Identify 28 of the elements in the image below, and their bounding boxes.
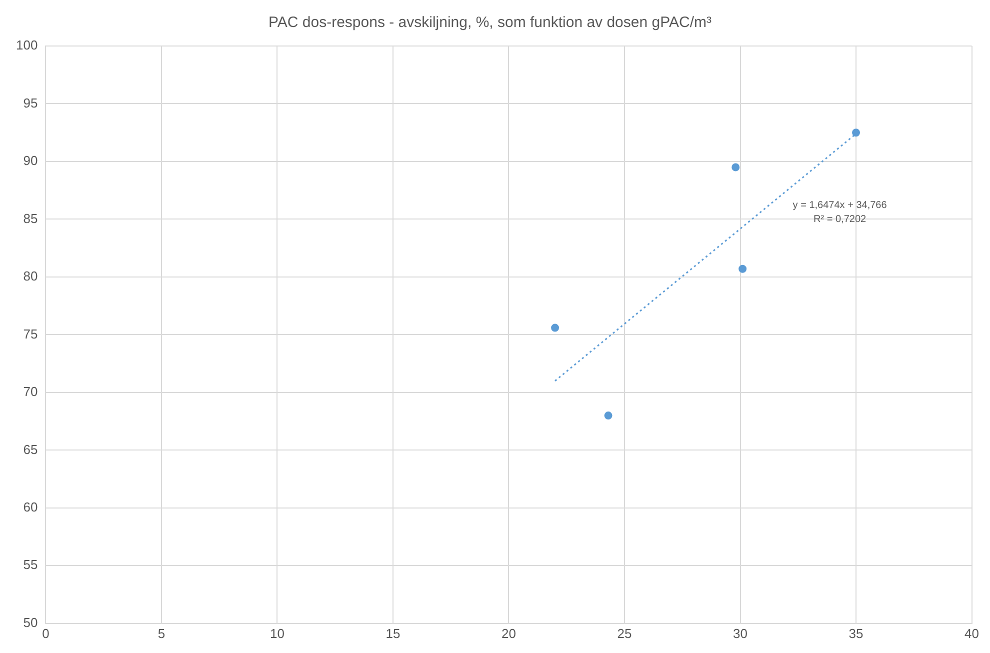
annotation: R² = 0,7202 [814,214,866,226]
x-tick-label: 10 [270,626,284,641]
y-tick-label: 100 [16,38,38,53]
x-tick-label: 20 [501,626,516,641]
x-tick-label: 35 [848,626,864,641]
chart-title: PAC dos-respons - avskiljning, %, som funktion av dosen gPAC/m³ [268,14,712,32]
x-tick-label: 5 [158,626,166,641]
y-tick-label: 85 [23,210,38,226]
x-tick-label: 30 [733,626,748,641]
y-tick-label: 75 [23,326,38,342]
y-tick-label: 65 [23,442,38,457]
y-tick-label: 90 [23,153,38,168]
point [852,128,860,137]
point [738,264,747,273]
y-tick-label: 80 [23,268,38,284]
y-tick-label: 95 [23,95,38,110]
point [732,163,740,172]
y-tick-label: 50 [23,614,38,630]
x-tick-label: 0 [42,626,50,641]
x-tick-label: 40 [964,626,980,641]
y-tick-label: 60 [23,500,38,514]
x-tick-label: 15 [386,626,400,641]
annotation: y = 1,6474x + 34,766 [792,200,888,212]
y-tick-label: 70 [23,384,38,400]
y-tick-label: 55 [23,557,38,572]
point [551,324,560,332]
x-tick-label: 25 [617,626,632,641]
point [604,412,612,420]
